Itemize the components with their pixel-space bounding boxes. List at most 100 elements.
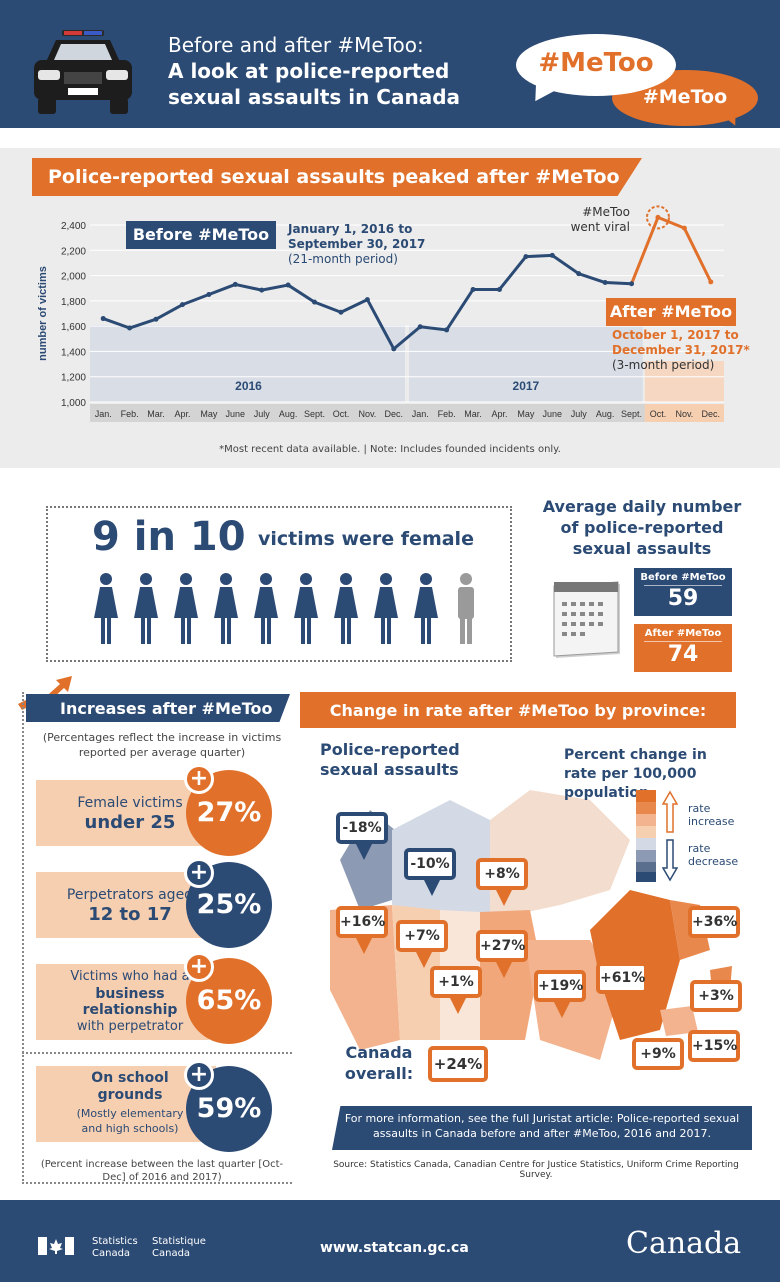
year-label-2017: 2017 xyxy=(513,379,540,393)
after-period-text: (3-month period) xyxy=(612,358,715,372)
page-title: Before and after #MeToo: A look at polic… xyxy=(168,32,508,110)
female-person-icon xyxy=(412,572,440,646)
data-point xyxy=(127,325,133,331)
daily-after-label: After #MeToo xyxy=(644,628,722,639)
title-line-1: Before and after #MeToo: xyxy=(168,33,424,57)
daily-before-label: Before #MeToo xyxy=(640,572,726,583)
x-tick-label: Nov. xyxy=(358,409,376,419)
pin-nunavut: +8% xyxy=(476,858,528,906)
pin-nwt: -10% xyxy=(404,848,456,896)
data-point xyxy=(364,297,370,303)
title-line-2: A look at police-reported xyxy=(168,59,450,83)
x-tick-label: June xyxy=(543,409,563,419)
daily-average-title: Average daily number of police-reported … xyxy=(542,497,742,558)
before-metoo-label: Before #MeToo xyxy=(126,221,276,249)
data-point xyxy=(259,287,265,293)
nine-in-ten-headline: 9 in 10 xyxy=(92,514,246,560)
x-tick-label: Dec. xyxy=(385,409,404,419)
title-line-3: sexual assaults in Canada xyxy=(168,85,461,109)
x-tick-label: Aug. xyxy=(279,409,298,419)
plus-icon: + xyxy=(184,858,214,888)
year-label-2016: 2016 xyxy=(235,379,262,393)
data-point xyxy=(655,214,661,220)
pin-yukon: -18% xyxy=(336,812,388,860)
canada-overall-label: Canada overall: xyxy=(344,1043,414,1083)
rate-increase-label: rate increase xyxy=(688,802,735,828)
pin-alberta: +7% xyxy=(396,920,448,968)
pin-manitoba: +27% xyxy=(476,930,528,978)
after-band xyxy=(644,361,724,402)
rate-decrease-label: rate decrease xyxy=(688,842,739,868)
data-point xyxy=(708,279,714,285)
line-chart: 1,000 1,200 1,400 1,600 1,800 2,000 2,200 2,400… xyxy=(37,205,724,422)
map-maritimes xyxy=(660,1006,698,1036)
series-line-after xyxy=(630,215,713,285)
y-tick-label: 2,200 xyxy=(61,246,86,257)
x-tick-label: May xyxy=(517,409,535,419)
x-tick-label: Apr. xyxy=(174,409,190,419)
x-tick-label: Sept. xyxy=(621,409,642,419)
x-tick-label: Mar. xyxy=(147,409,165,419)
data-point xyxy=(470,286,476,292)
data-point xyxy=(391,346,397,352)
data-point xyxy=(629,281,635,287)
canada-overall-value: +24% xyxy=(428,1046,488,1082)
stat-line2: under 25 xyxy=(84,812,176,833)
x-tick-label: Apr. xyxy=(491,409,507,419)
stat-label-female-under-25: Female victims under 25 xyxy=(40,794,220,832)
data-point xyxy=(549,252,555,258)
daily-after-box: After #MeToo 74 xyxy=(634,624,732,672)
x-axis-strip xyxy=(90,404,724,422)
data-point xyxy=(681,225,687,231)
daily-before-box: Before #MeToo 59 xyxy=(634,568,732,616)
daily-after-value: 74 xyxy=(644,641,722,667)
up-arrow-icon xyxy=(662,790,678,833)
before-dates-text: January 1, 2016 to September 30, 2017 xyxy=(288,222,426,251)
increases-title: Increases after #MeToo xyxy=(60,699,273,718)
stat-label-school-grounds: On school grounds (Mostly elementary and… xyxy=(40,1070,220,1136)
pin-ontario: +19% xyxy=(534,970,586,1018)
x-tick-label: Jan. xyxy=(95,409,112,419)
female-victims-box xyxy=(46,506,512,662)
province-subtitle: Police-reported sexual assaults xyxy=(320,740,460,779)
chart-title: Police-reported sexual assaults peaked a… xyxy=(48,166,620,188)
speech-bubble-orange-text: #MeToo xyxy=(642,86,728,108)
data-point xyxy=(444,327,450,333)
x-tick-label: July xyxy=(571,409,588,419)
pin-pei: +3% xyxy=(690,980,742,1012)
data-point xyxy=(100,316,106,322)
x-axis-after-strip xyxy=(644,404,724,422)
website-link[interactable]: www.statcan.gc.ca xyxy=(320,1240,469,1256)
stat-line1: Perpetrators aged xyxy=(66,887,194,903)
rate-scale-legend xyxy=(636,790,656,882)
y-tick-label: 1,200 xyxy=(61,373,86,384)
footer xyxy=(0,1200,780,1282)
year-band-2017 xyxy=(409,325,643,402)
statcan-fr: Statistique Canada xyxy=(152,1236,206,1259)
data-point xyxy=(312,299,318,305)
data-point xyxy=(523,254,529,260)
down-arrow-icon xyxy=(662,839,678,882)
x-tick-label: Feb. xyxy=(121,409,139,419)
data-point xyxy=(206,292,212,298)
data-point xyxy=(179,302,185,308)
data-point xyxy=(602,280,608,286)
x-tick-label: Jan. xyxy=(412,409,429,419)
pin-new-brunswick: +15% xyxy=(688,1030,740,1062)
x-tick-label: Sept. xyxy=(304,409,325,419)
year-band-2016 xyxy=(90,325,405,402)
canada-wordmark: Canada xyxy=(626,1226,742,1261)
female-person-icon xyxy=(92,572,120,646)
x-tick-label: Aug. xyxy=(596,409,615,419)
chart-footnote: *Most recent data available. | Note: Inc… xyxy=(219,444,561,455)
stat-line2: 12 to 17 xyxy=(88,904,172,925)
pin-nova-scotia: +9% xyxy=(632,1038,684,1070)
pin-newfoundland: +36% xyxy=(688,906,740,938)
female-victims-text: victims were female xyxy=(258,528,474,550)
data-point xyxy=(338,309,344,315)
pin-quebec: +61% xyxy=(596,962,648,1010)
police-car-icon xyxy=(34,30,132,114)
speech-bubble-white xyxy=(516,34,676,96)
increases-banner xyxy=(26,694,290,722)
canada-flag-icon xyxy=(38,1237,74,1255)
